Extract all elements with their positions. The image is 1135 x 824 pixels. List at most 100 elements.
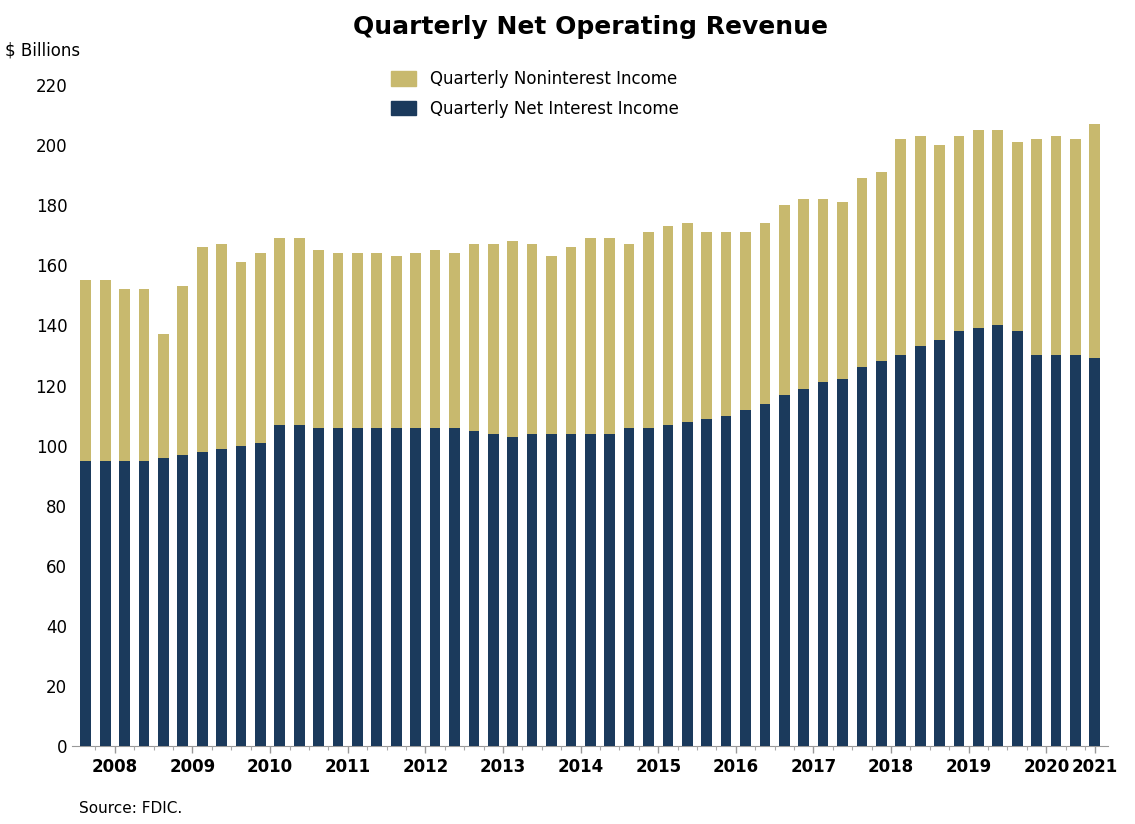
Bar xyxy=(838,202,848,380)
Bar xyxy=(390,428,402,747)
Bar xyxy=(294,424,304,747)
Bar xyxy=(857,368,867,747)
Bar xyxy=(779,205,790,395)
Bar xyxy=(565,433,577,747)
Bar xyxy=(294,238,304,424)
Bar xyxy=(255,253,266,442)
Bar xyxy=(138,461,150,747)
Bar xyxy=(119,289,129,461)
Bar xyxy=(138,289,150,461)
Bar xyxy=(469,431,479,747)
Bar xyxy=(81,461,91,747)
Bar xyxy=(759,404,771,747)
Bar xyxy=(992,325,1003,747)
Bar xyxy=(759,223,771,404)
Bar xyxy=(177,455,188,747)
Bar xyxy=(390,256,402,428)
Title: Quarterly Net Operating Revenue: Quarterly Net Operating Revenue xyxy=(353,15,827,39)
Bar xyxy=(430,250,440,428)
Bar xyxy=(1032,355,1042,747)
Bar xyxy=(371,253,382,428)
Bar xyxy=(275,424,285,747)
Bar xyxy=(352,253,363,428)
Text: $ Billions: $ Billions xyxy=(5,41,79,59)
Bar xyxy=(1012,331,1023,747)
Bar xyxy=(546,256,557,433)
Bar xyxy=(333,253,344,428)
Bar xyxy=(934,340,945,747)
Bar xyxy=(585,433,596,747)
Bar xyxy=(934,145,945,340)
Bar xyxy=(449,253,460,428)
Bar xyxy=(313,250,323,428)
Bar xyxy=(876,172,886,362)
Bar xyxy=(896,355,906,747)
Bar xyxy=(352,428,363,747)
Bar xyxy=(411,253,421,428)
Bar xyxy=(701,419,712,747)
Bar xyxy=(546,433,557,747)
Bar xyxy=(644,428,654,747)
Bar xyxy=(818,199,829,382)
Bar xyxy=(1051,136,1061,355)
Bar xyxy=(1090,124,1100,358)
Bar xyxy=(158,457,169,747)
Bar xyxy=(488,244,498,433)
Bar xyxy=(624,428,634,747)
Bar xyxy=(196,247,208,452)
Bar xyxy=(275,238,285,424)
Bar xyxy=(953,136,965,331)
Bar xyxy=(1012,142,1023,331)
Legend: Quarterly Noninterest Income, Quarterly Net Interest Income: Quarterly Noninterest Income, Quarterly … xyxy=(392,70,679,118)
Bar xyxy=(81,280,91,461)
Bar xyxy=(876,362,886,747)
Bar xyxy=(236,262,246,446)
Bar xyxy=(527,433,537,747)
Bar xyxy=(158,335,169,457)
Bar xyxy=(624,244,634,428)
Bar xyxy=(527,244,537,433)
Bar xyxy=(915,136,925,346)
Bar xyxy=(721,415,731,747)
Bar xyxy=(449,428,460,747)
Bar xyxy=(721,232,731,415)
Bar xyxy=(217,244,227,448)
Bar xyxy=(798,388,809,747)
Bar xyxy=(663,424,673,747)
Bar xyxy=(1070,139,1081,355)
Bar xyxy=(217,448,227,747)
Bar xyxy=(1070,355,1081,747)
Bar xyxy=(488,433,498,747)
Bar xyxy=(313,428,323,747)
Bar xyxy=(585,238,596,433)
Bar xyxy=(507,241,518,437)
Bar xyxy=(604,238,615,433)
Bar xyxy=(119,461,129,747)
Bar xyxy=(779,395,790,747)
Bar xyxy=(100,280,110,461)
Bar xyxy=(469,244,479,431)
Bar xyxy=(604,433,615,747)
Bar xyxy=(371,428,382,747)
Bar xyxy=(100,461,110,747)
Bar xyxy=(915,346,925,747)
Bar xyxy=(1051,355,1061,747)
Bar xyxy=(236,446,246,747)
Bar xyxy=(857,178,867,368)
Bar xyxy=(507,437,518,747)
Bar xyxy=(196,452,208,747)
Bar xyxy=(565,247,577,433)
Bar xyxy=(333,428,344,747)
Bar xyxy=(740,232,751,410)
Bar xyxy=(177,286,188,455)
Bar xyxy=(973,130,984,329)
Bar xyxy=(1090,358,1100,747)
Bar xyxy=(644,232,654,428)
Bar xyxy=(992,130,1003,325)
Bar xyxy=(701,232,712,419)
Bar xyxy=(682,422,692,747)
Bar xyxy=(430,428,440,747)
Bar xyxy=(953,331,965,747)
Bar xyxy=(411,428,421,747)
Bar xyxy=(896,139,906,355)
